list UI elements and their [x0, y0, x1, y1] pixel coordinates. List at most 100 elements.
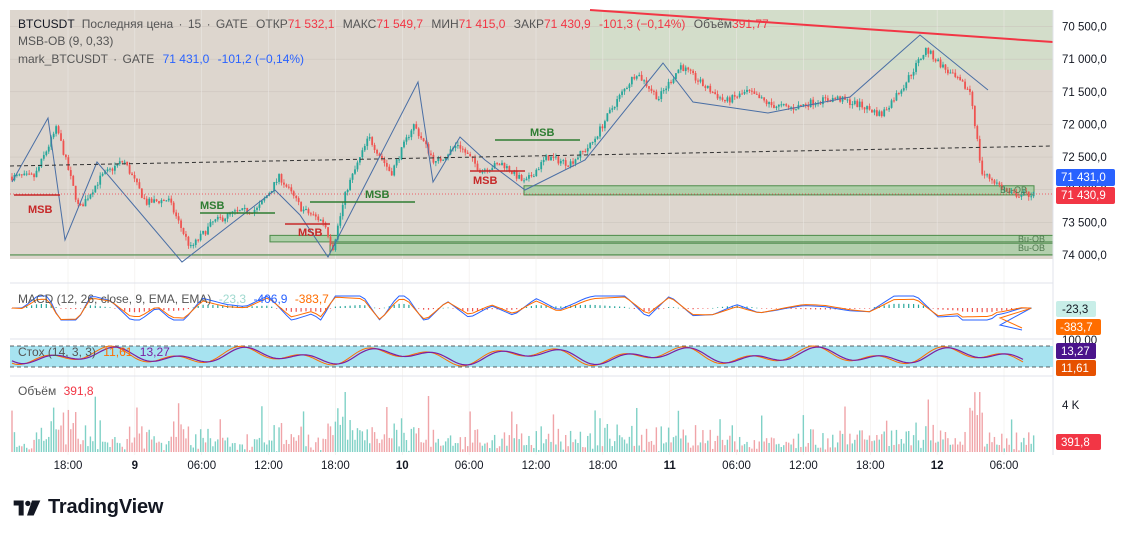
volume-bar [364, 440, 366, 452]
candle [285, 184, 288, 187]
candle [552, 156, 555, 158]
volume-bar [785, 441, 787, 452]
candle [295, 195, 298, 199]
volume-bar [616, 424, 618, 452]
volume-bar [756, 448, 758, 452]
candle [775, 106, 778, 108]
volume-bar [957, 444, 959, 452]
candle [697, 80, 699, 82]
volume-bar [496, 448, 498, 452]
volume-bar [346, 439, 349, 452]
volume-bar [87, 446, 89, 452]
brand-text: TradingView [48, 496, 164, 518]
time-axis[interactable]: 18:00 9 06:00 12:00 18:00 10 06:00 12:00 18:00 11… [54, 460, 1019, 472]
stoch-label: Стох (14, 3, 3) [18, 345, 96, 359]
macd-hist-bar [971, 308, 973, 312]
macd-hist-bar [682, 308, 684, 309]
volume-bar [462, 449, 464, 452]
candle [77, 199, 80, 204]
macd-hist-bar [408, 304, 410, 308]
macd-hist-bar [476, 308, 479, 311]
volume-bar [829, 447, 831, 452]
candle [577, 157, 579, 160]
candle [74, 185, 77, 200]
candle [944, 64, 947, 70]
volume-bar [594, 410, 596, 452]
price-axis[interactable]: 74 000,073 500,073 000,072 500,072 000,0… [1062, 22, 1107, 262]
candle [706, 85, 709, 88]
macd-hist-bar [614, 306, 616, 308]
macd-hist-bar [403, 303, 405, 308]
candle [648, 86, 650, 89]
time-tick: 06:00 [455, 460, 484, 472]
candle [185, 233, 187, 237]
tradingview-logo[interactable]: TradingView [12, 496, 163, 519]
macd-label-line[interactable]: MACD (12, 26, close, 9, EMA, EMA) -23,3 … [18, 292, 329, 306]
candle [513, 170, 516, 174]
volume-bar [82, 440, 84, 452]
candle [978, 138, 981, 161]
volume-bar [871, 441, 873, 452]
price-tick: 74 000,0 [1062, 250, 1107, 262]
volume-bar [486, 442, 488, 452]
macd-hist-bar [40, 304, 42, 308]
volume-bar [202, 437, 204, 452]
macd-hist-bar [643, 308, 645, 312]
volume-bar [224, 440, 226, 452]
volume-bars [11, 392, 1035, 452]
candle [927, 47, 930, 54]
volume-bar [35, 432, 38, 452]
volume-bar [866, 439, 868, 452]
macd-hist-bar [295, 308, 297, 312]
candle [246, 207, 249, 213]
volume-bar [119, 443, 121, 452]
volume-bar [60, 425, 62, 452]
volume-bar [694, 425, 697, 452]
resistance-trendline[interactable] [589, 9, 1054, 43]
volume-bar [538, 449, 540, 452]
msb-ob-indicator-label[interactable]: MSB-OB (9, 0,33) [18, 34, 113, 48]
macd-label: MACD (12, 26, close, 9, EMA, EMA) [18, 292, 211, 306]
candle [167, 198, 170, 201]
volume-bar [663, 443, 665, 452]
volume-bar [797, 433, 800, 452]
volume-label-line[interactable]: Объём 391,8 [18, 384, 94, 398]
volume-bar [1020, 442, 1023, 452]
stoch-label-line[interactable]: Стох (14, 3, 3) 11,61 13,27 [18, 345, 170, 359]
volume-bar [758, 441, 760, 452]
candle [657, 99, 660, 101]
volume-bar [863, 439, 866, 452]
volume-bar [479, 442, 481, 452]
candle [297, 198, 300, 203]
macd-hist-bar [702, 308, 704, 309]
macd-hist-bar [261, 305, 263, 308]
volume-bar [442, 445, 444, 452]
candle [1015, 191, 1018, 197]
candle [726, 97, 729, 102]
candle [385, 162, 388, 167]
macd-hist-bar [1006, 308, 1008, 311]
candle [795, 109, 797, 111]
candle [155, 199, 158, 202]
volume-bar [908, 431, 910, 452]
candle [18, 174, 21, 176]
volume-bar [961, 444, 964, 452]
candle [523, 180, 525, 182]
volume-bar [288, 443, 290, 452]
candle [814, 103, 817, 106]
time-tick: 10 [396, 460, 409, 472]
macd-hist-bar [388, 306, 390, 308]
macd-signal-value: -383,7 [295, 292, 329, 306]
dashed-trendline[interactable] [9, 145, 1054, 167]
candle [677, 69, 680, 74]
candle [106, 169, 109, 172]
volume-bar [136, 407, 138, 452]
candle [253, 209, 256, 214]
volume-bar [1003, 448, 1005, 452]
candle [753, 91, 756, 94]
mark-indicator-line[interactable]: mark_BTCUSDT · GATE 71 431,0 -101,2 (−0,… [18, 52, 304, 66]
volume-bar [38, 439, 40, 452]
macd-hist-bar [810, 308, 812, 310]
macd-hist-bar [472, 308, 474, 312]
